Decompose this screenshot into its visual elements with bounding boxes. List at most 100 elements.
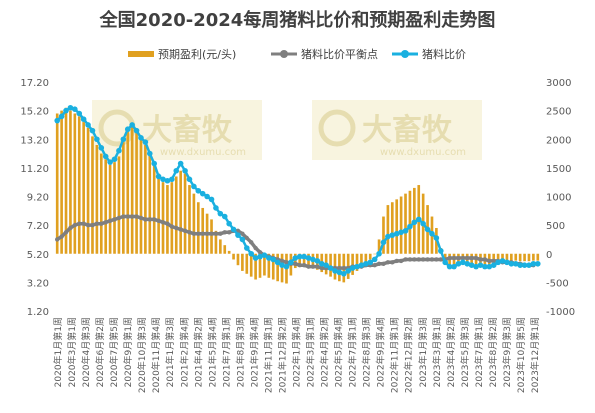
- legend-label: 预期盈利(元/头): [158, 48, 236, 61]
- breakeven-point: [460, 255, 466, 261]
- profit-bar: [492, 253, 496, 264]
- price-ratio-point: [120, 136, 127, 143]
- price-ratio-point: [107, 159, 113, 165]
- price-ratio-point: [146, 150, 153, 157]
- x-tick-label: 2022年11月第1周: [389, 317, 401, 393]
- x-tick-label: 2023年4月第2周: [445, 317, 457, 387]
- breakeven-point: [244, 235, 249, 241]
- breakeven-point: [116, 215, 122, 221]
- profit-bar: [501, 253, 504, 260]
- price-ratio-point: [266, 255, 272, 261]
- breakeven-point: [487, 258, 492, 264]
- profit-bar: [368, 253, 372, 260]
- price-ratio-point: [58, 113, 65, 120]
- breakeven-point: [293, 261, 298, 266]
- x-tick-label: 2020年3月第1周: [66, 317, 78, 387]
- price-ratio-point: [398, 229, 404, 236]
- profit-bar: [236, 253, 240, 266]
- breakeven-point: [491, 258, 496, 264]
- y-right-tick-label: 1000: [546, 193, 571, 204]
- y-right-tick-label: 2000: [546, 135, 571, 146]
- profit-bar: [196, 202, 200, 254]
- price-ratio-point: [345, 268, 352, 274]
- price-ratio-point: [80, 116, 87, 123]
- legend-label: 猪料比价: [422, 47, 466, 61]
- x-tick-label: 2020年7月第5周: [108, 317, 120, 387]
- breakeven-point: [178, 227, 183, 232]
- breakeven-point: [385, 260, 391, 265]
- profit-bar: [166, 185, 169, 254]
- price-ratio-point: [380, 239, 387, 246]
- profit-bar: [377, 239, 381, 254]
- price-ratio-point: [389, 232, 396, 238]
- profit-bar: [518, 253, 522, 262]
- profit-bar: [514, 253, 518, 261]
- profit-bar: [360, 253, 363, 269]
- x-tick-label: 2020年4月第3周: [80, 317, 92, 387]
- x-tick-label: 2021年1月第3周: [164, 317, 176, 387]
- x-tick-label: 2022年1月第4周: [291, 317, 303, 387]
- price-ratio-point: [72, 106, 78, 112]
- profit-bar: [183, 173, 187, 254]
- price-ratio-point: [54, 117, 61, 124]
- breakeven-point: [337, 265, 342, 271]
- price-ratio-point: [376, 250, 382, 257]
- price-ratio-point: [420, 220, 426, 227]
- profit-bar: [280, 253, 284, 283]
- price-ratio-point: [248, 250, 255, 257]
- price-ratio-point: [504, 259, 510, 266]
- price-ratio-point: [464, 260, 471, 267]
- price-ratio-point: [363, 260, 369, 267]
- breakeven-point: [72, 222, 78, 228]
- price-ratio-point: [336, 269, 343, 276]
- breakeven-point: [478, 257, 483, 262]
- profit-bar: [351, 253, 354, 275]
- profit-bar: [510, 253, 513, 261]
- y-right-tick-label: 2500: [546, 107, 571, 118]
- price-ratio-point: [318, 260, 325, 267]
- price-ratio-point: [301, 253, 307, 260]
- price-ratio-point: [89, 127, 96, 134]
- legend-label: 猪料比价平衡点: [301, 47, 378, 61]
- x-tick-label: 2021年5月第4周: [206, 317, 218, 387]
- breakeven-point: [121, 214, 126, 219]
- price-ratio-point: [226, 220, 232, 227]
- breakeven-point: [284, 260, 289, 265]
- profit-bar: [104, 159, 108, 254]
- profit-bar: [373, 253, 376, 255]
- price-ratio-point: [433, 235, 440, 241]
- price-ratio-point: [252, 255, 259, 261]
- y-left-tick-label: 9.20: [27, 193, 49, 204]
- profit-bar: [113, 162, 116, 254]
- profit-bar: [390, 202, 394, 254]
- breakeven-point: [319, 265, 324, 271]
- x-tick-label: 2023年3月第1周: [431, 317, 443, 387]
- price-ratio-point: [349, 265, 356, 271]
- x-tick-label: 2023年10月第5周: [515, 317, 527, 393]
- profit-bar: [91, 136, 94, 254]
- profit-bar: [122, 142, 125, 254]
- y-left-tick-label: 15.20: [20, 107, 49, 118]
- y-left-tick-label: 5.20: [27, 250, 49, 261]
- y-left-tick-label: 13.20: [20, 135, 49, 146]
- breakeven-point: [403, 257, 408, 262]
- breakeven-point: [213, 231, 219, 236]
- price-ratio-point: [437, 248, 444, 254]
- breakeven-point: [222, 230, 227, 235]
- price-ratio-point: [221, 213, 228, 220]
- watermark-text: 大畜牧: [362, 113, 453, 148]
- x-tick-label: 2023年1月第3周: [417, 317, 429, 387]
- profit-bar: [192, 193, 196, 254]
- profit-bar: [399, 196, 403, 254]
- watermark-text: 大畜牧: [142, 113, 233, 148]
- breakeven-point: [434, 257, 439, 262]
- price-ratio-point: [534, 260, 541, 267]
- breakeven-point: [204, 231, 210, 236]
- price-ratio-point: [129, 122, 135, 128]
- breakeven-point: [390, 260, 395, 265]
- profit-bar: [271, 253, 275, 280]
- profit-bar: [201, 207, 205, 254]
- chart-title: 全国2020-2024每周猪料比价和预期盈利走势图: [99, 10, 496, 31]
- price-ratio-point: [327, 265, 334, 271]
- profit-bar: [254, 253, 257, 280]
